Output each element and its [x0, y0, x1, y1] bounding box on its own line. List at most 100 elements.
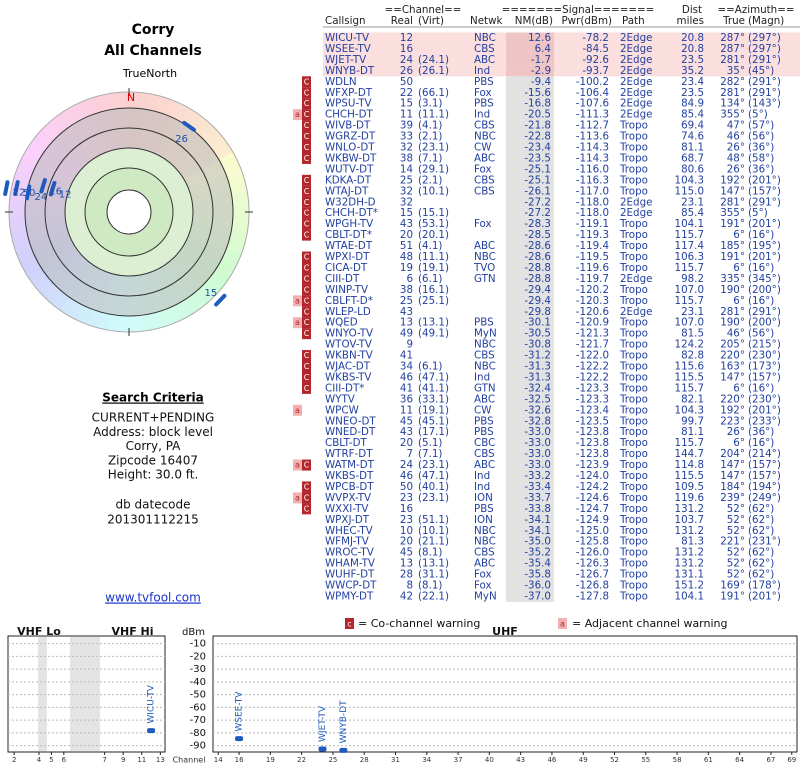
cell-az-magn: (291°) [748, 76, 781, 88]
co-channel-letter: C [304, 209, 310, 218]
co-channel-flag [302, 503, 311, 515]
co-channel-letter: C [304, 132, 310, 141]
band-title: VHF Hi [111, 625, 153, 638]
header-group: =======Signal======= [502, 4, 654, 16]
cell-nm: -33.0 [524, 426, 551, 438]
cell-az-magn: (56°) [748, 328, 774, 340]
y-tick-label: -80 [190, 728, 206, 739]
cell-virt: (7.1) [418, 152, 442, 164]
x-tick-label: 19 [266, 756, 275, 764]
cell-virt: (66.1) [418, 87, 449, 99]
column-header: True [722, 15, 745, 27]
cell-path: Tropo [619, 152, 648, 164]
cell-nm: -20.5 [524, 109, 551, 121]
report-subtitle: All Channels [104, 43, 202, 59]
cell-pwr: -114.3 [576, 152, 609, 164]
cell-path: 2Edge [620, 109, 652, 121]
cell-netwk: NBC [474, 32, 496, 44]
cell-dist: 131.2 [675, 503, 704, 515]
cell-nm: 6.4 [535, 43, 551, 55]
cell-dist: 104.1 [675, 218, 704, 230]
co-channel-letter: C [304, 253, 310, 262]
cell-callsign: CIII-DT [325, 273, 360, 285]
cell-real: 50 [400, 481, 413, 493]
cell-callsign: WNYO-TV [325, 328, 373, 340]
cell-netwk: CBS [474, 120, 495, 132]
cell-az-true: 26° [727, 426, 745, 438]
x-tick-label: 22 [297, 756, 306, 764]
cell-pwr: -116.0 [576, 163, 609, 175]
cell-nm: -32.4 [524, 382, 551, 394]
cell-netwk: Ind [474, 371, 490, 383]
cell-az-magn: (62°) [748, 525, 774, 537]
cell-az-magn: (5°) [748, 207, 768, 219]
cell-real: 20 [400, 229, 413, 241]
cell-az-magn: (56°) [748, 131, 774, 143]
radar-label: 15 [205, 288, 218, 299]
co-channel-letter: C [304, 176, 310, 185]
cell-dist: 81.1 [681, 142, 704, 154]
cell-netwk: Ind [474, 470, 490, 482]
nm-cell-bg [506, 229, 554, 241]
cell-real: 32 [400, 142, 413, 154]
cell-real: 38 [400, 152, 413, 164]
cell-netwk: PBS [474, 317, 494, 329]
cell-callsign: WICU-TV [325, 32, 369, 44]
cell-path: Tropo [619, 371, 648, 383]
cell-dist: 107.0 [675, 284, 704, 296]
cell-nm: -30.1 [524, 317, 551, 329]
x-tick-label: 64 [735, 756, 744, 764]
cell-path: Tropo [619, 251, 648, 263]
cell-nm: -33.8 [524, 503, 551, 515]
cell-callsign: WPCB-DT [325, 481, 374, 493]
nm-cell-bg [506, 459, 554, 471]
cell-az-true: 281° [720, 196, 745, 208]
column-header: Callsign [325, 15, 366, 27]
cell-pwr: -126.3 [576, 558, 609, 570]
cell-az-magn: (5°) [748, 109, 768, 121]
cell-netwk: CBC [474, 437, 495, 449]
cell-path: 2Edge [620, 87, 652, 99]
cell-path: Tropo [619, 448, 648, 460]
cell-az-true: 47° [727, 120, 745, 132]
radar-label: 50 [23, 188, 36, 199]
co-channel-letter: C [304, 154, 310, 163]
co-channel-letter: C [304, 285, 310, 294]
cell-path: 2Edge [620, 54, 652, 66]
cell-path: Tropo [619, 382, 648, 394]
nm-cell-bg [506, 32, 554, 44]
cell-callsign: WTAJ-DT [325, 185, 369, 197]
cell-az-true: 147° [720, 185, 745, 197]
cell-virt: (19.1) [418, 262, 449, 274]
cell-callsign: WPMY-DT [325, 590, 374, 602]
co-channel-flag [302, 207, 311, 219]
cell-virt: (3.1) [418, 98, 442, 110]
site-link[interactable]: www.tvfool.com [105, 591, 201, 605]
nm-cell-bg [506, 525, 554, 537]
cell-path: Tropo [619, 415, 648, 427]
nm-cell-bg [506, 404, 554, 416]
co-channel-flag [302, 142, 311, 153]
cell-netwk: Ind [474, 65, 490, 77]
cell-real: 10 [400, 525, 413, 537]
cell-virt: (24.1) [418, 54, 449, 66]
nm-cell-bg [506, 54, 554, 66]
cell-pwr: -114.3 [576, 142, 609, 154]
cell-virt: (21.1) [418, 536, 449, 548]
radar-ring [106, 189, 152, 235]
nm-cell-bg [506, 196, 554, 208]
cell-az-true: 134° [720, 98, 745, 110]
cell-dist: 81.5 [681, 328, 704, 340]
cell-path: Tropo [619, 514, 648, 526]
co-channel-letter: C [304, 384, 310, 393]
adjacent-letter: a [295, 110, 300, 119]
cell-netwk: Fox [474, 87, 492, 99]
radar-mark [3, 180, 10, 197]
cell-pwr: -118.0 [576, 207, 609, 219]
cell-nm: -26.1 [524, 185, 551, 197]
nm-cell-bg [506, 76, 554, 88]
cell-real: 11 [400, 404, 413, 416]
uhf-frame [212, 635, 798, 753]
cell-dist: 23.1 [681, 306, 704, 318]
x-tick-label: 67 [766, 756, 775, 764]
